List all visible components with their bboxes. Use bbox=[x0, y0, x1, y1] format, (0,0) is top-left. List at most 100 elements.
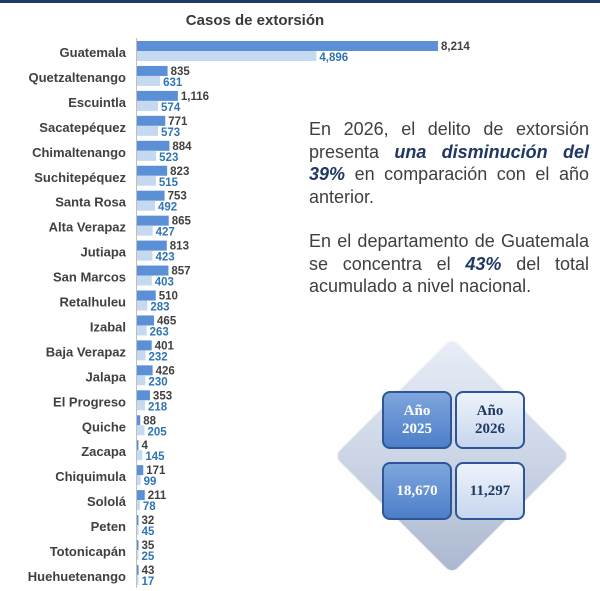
narrative-p2-lead: En el departamento de Guatemala se conce… bbox=[309, 231, 589, 274]
value-label-2026-guatemala: 4,896 bbox=[319, 52, 348, 64]
bar-2025-escuintla bbox=[137, 90, 178, 101]
value-label-2026-el-progreso: 218 bbox=[148, 401, 168, 413]
bar-2026-solola bbox=[137, 500, 140, 511]
category-label-huehuetenango: Huehuetenango bbox=[28, 569, 126, 584]
bar-2026-totonicapan bbox=[137, 550, 139, 560]
value-label-2025-peten: 32 bbox=[142, 515, 155, 527]
top-rule bbox=[0, 0, 600, 3]
bar-2026-escuintla bbox=[137, 100, 159, 111]
bar-2026-alta-verapaz bbox=[137, 225, 153, 236]
value-label-2025-alta-verapaz: 865 bbox=[172, 216, 192, 228]
bar-2026-baja-verapaz bbox=[137, 350, 146, 361]
bar-2025-santa-rosa bbox=[137, 190, 165, 201]
narrative-p1-lead: En 2026, el delito de extorsión presenta bbox=[309, 119, 589, 162]
value-label-2026-sacatepequez: 573 bbox=[161, 127, 180, 139]
chart-title: Casos de extorsión bbox=[186, 12, 324, 29]
narrative-p1-tail: en comparación con el año anterior. bbox=[309, 164, 589, 207]
value-label-2025-solola: 211 bbox=[148, 490, 167, 502]
category-label-alta-verapaz: Alta Verapaz bbox=[49, 220, 127, 235]
value-label-2025-sacatepequez: 771 bbox=[168, 116, 188, 128]
value-label-2026-totonicapan: 25 bbox=[142, 551, 155, 563]
summary-header-2025-label: Año 2025 bbox=[402, 403, 432, 437]
value-label-2026-quetzaltenango: 631 bbox=[163, 77, 183, 89]
category-label-solola: Sololá bbox=[87, 494, 127, 509]
bar-2025-alta-verapaz bbox=[137, 215, 169, 226]
value-label-2025-chiquimula: 171 bbox=[146, 465, 166, 477]
bar-2026-guatemala bbox=[137, 51, 317, 61]
bar-2026-chimaltenango bbox=[137, 150, 157, 161]
bar-2025-izabal bbox=[137, 315, 155, 326]
bar-2025-quiche bbox=[137, 415, 141, 426]
category-label-santa-rosa: Santa Rosa bbox=[55, 195, 127, 210]
value-label-2025-jalapa: 426 bbox=[156, 365, 175, 377]
value-label-2025-suchitepequez: 823 bbox=[170, 166, 189, 178]
value-label-2025-baja-verapaz: 401 bbox=[155, 340, 175, 352]
bar-2025-totonicapan bbox=[137, 540, 139, 550]
bar-2025-zacapa bbox=[137, 440, 139, 451]
value-label-2025-el-progreso: 353 bbox=[153, 390, 172, 402]
value-label-2026-peten: 45 bbox=[142, 526, 155, 538]
value-label-2025-santa-rosa: 753 bbox=[168, 191, 187, 203]
value-label-2026-san-marcos: 403 bbox=[155, 277, 174, 289]
value-label-2026-zacapa: 145 bbox=[145, 451, 165, 463]
bar-2026-huehuetenango bbox=[137, 574, 139, 585]
category-label-quetzaltenango: Quetzaltenango bbox=[28, 70, 126, 85]
narrative-paragraph-concentration: En el departamento de Guatemala se conce… bbox=[309, 230, 589, 298]
bar-2025-sacatepequez bbox=[137, 115, 166, 126]
summary-total-2026: 11,297 bbox=[455, 462, 525, 520]
bar-2025-baja-verapaz bbox=[137, 340, 152, 351]
bar-2025-guatemala bbox=[137, 41, 438, 51]
value-label-2025-guatemala: 8,214 bbox=[441, 41, 470, 53]
category-label-peten: Peten bbox=[91, 519, 126, 534]
value-label-2026-santa-rosa: 492 bbox=[158, 202, 177, 214]
bar-2025-quetzaltenango bbox=[137, 65, 168, 76]
value-label-2026-chimaltenango: 523 bbox=[159, 152, 178, 164]
category-label-izabal: Izabal bbox=[90, 319, 126, 334]
bar-2026-peten bbox=[137, 525, 139, 536]
category-label-guatemala: Guatemala bbox=[60, 45, 127, 60]
category-label-chimaltenango: Chimaltenango bbox=[32, 145, 126, 160]
category-label-totonicapan: Totonicapán bbox=[50, 544, 126, 559]
value-label-2026-retalhuleu: 283 bbox=[150, 302, 169, 314]
summary-header-2026: Año 2026 bbox=[455, 391, 525, 449]
bar-2026-el-progreso bbox=[137, 400, 145, 411]
narrative-p1-highlight: una disminución del 39% bbox=[309, 141, 589, 185]
category-label-el-progreso: El Progreso bbox=[53, 394, 126, 409]
narrative-text: En 2026, el delito de extorsión presenta… bbox=[309, 118, 589, 320]
category-label-sacatepequez: Sacatepéquez bbox=[39, 120, 126, 135]
value-label-2025-huehuetenango: 43 bbox=[142, 565, 155, 577]
value-label-2025-chimaltenango: 884 bbox=[172, 141, 192, 153]
value-label-2026-jutiapa: 423 bbox=[156, 252, 175, 264]
narrative-p2-tail: del total acumulado a nivel nacional. bbox=[309, 253, 590, 297]
value-label-2025-totonicapan: 35 bbox=[142, 540, 155, 552]
category-label-jutiapa: Jutiapa bbox=[80, 245, 126, 260]
bar-2025-huehuetenango bbox=[137, 564, 139, 575]
value-label-2025-zacapa: 4 bbox=[142, 440, 149, 452]
bar-2026-santa-rosa bbox=[137, 200, 156, 211]
bar-2025-el-progreso bbox=[137, 390, 150, 401]
value-label-2026-solola: 78 bbox=[143, 501, 156, 513]
bar-2026-suchitepequez bbox=[137, 175, 156, 186]
bar-2026-quetzaltenango bbox=[137, 75, 161, 86]
summary-header-2025: Año 2025 bbox=[382, 391, 452, 449]
bar-2026-jutiapa bbox=[137, 250, 153, 261]
bar-2026-sacatepequez bbox=[137, 125, 158, 136]
value-label-2026-jalapa: 230 bbox=[148, 376, 167, 388]
value-label-2025-retalhuleu: 510 bbox=[159, 291, 178, 303]
bar-2026-chiquimula bbox=[137, 475, 141, 486]
bar-2026-san-marcos bbox=[137, 275, 152, 286]
summary-total-2025-value: 18,670 bbox=[396, 483, 438, 499]
value-label-2025-quiche: 88 bbox=[143, 415, 156, 427]
summary-total-2025: 18,670 bbox=[382, 462, 452, 520]
category-label-jalapa: Jalapa bbox=[86, 369, 127, 384]
value-label-2026-chiquimula: 99 bbox=[144, 476, 157, 488]
category-label-suchitepequez: Suchitepéquez bbox=[34, 170, 126, 185]
value-label-2026-suchitepequez: 515 bbox=[159, 177, 179, 189]
bar-2026-quiche bbox=[137, 425, 145, 436]
bar-2025-peten bbox=[137, 515, 139, 526]
value-label-2026-izabal: 263 bbox=[150, 326, 169, 338]
value-label-2025-escuintla: 1,116 bbox=[181, 91, 209, 103]
value-label-2025-izabal: 465 bbox=[157, 315, 177, 327]
bar-2026-zacapa bbox=[137, 450, 143, 461]
